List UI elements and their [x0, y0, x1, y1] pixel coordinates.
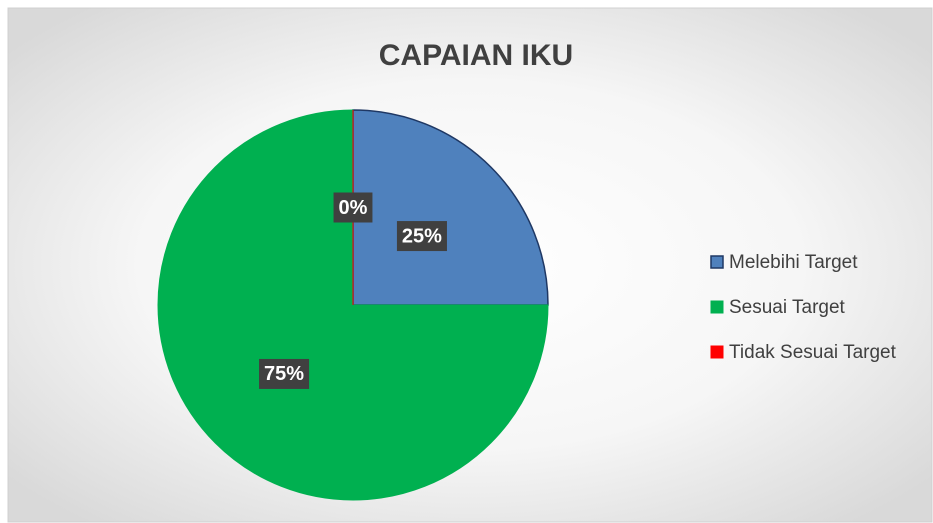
- data-label-text: 75%: [264, 363, 304, 385]
- data-label: 0%: [333, 192, 373, 223]
- data-label-text: 0%: [339, 197, 368, 219]
- pie-slice: [157, 109, 549, 501]
- legend-label: Tidak Sesuai Target: [729, 342, 897, 363]
- data-label-box: [333, 192, 373, 223]
- pie-slice: [352, 109, 549, 306]
- data-label-box: [396, 221, 447, 252]
- data-label-box: [259, 358, 310, 389]
- legend-label: Melebihi Target: [729, 252, 858, 273]
- legend-label: Sesuai Target: [729, 297, 846, 318]
- legend-swatch: [710, 345, 724, 359]
- data-label-text: 25%: [402, 225, 442, 247]
- data-label: 75%: [259, 358, 310, 389]
- chart-title: CAPAIAN IKU: [379, 39, 573, 72]
- legend-swatch: [710, 300, 724, 314]
- legend-swatch: [710, 255, 724, 269]
- data-label: 25%: [396, 221, 447, 252]
